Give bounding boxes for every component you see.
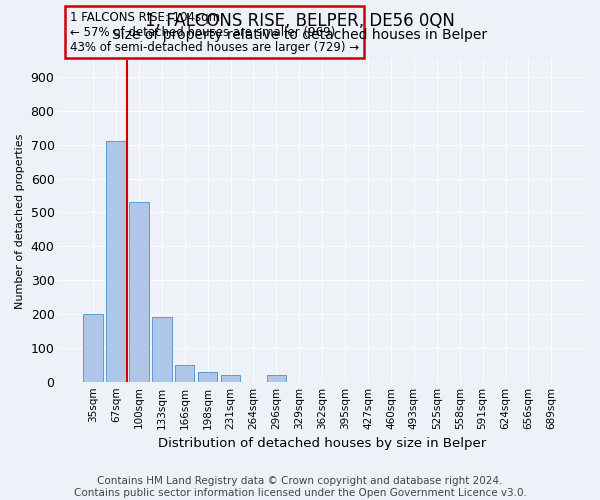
Bar xyxy=(221,375,240,382)
X-axis label: Distribution of detached houses by size in Belper: Distribution of detached houses by size … xyxy=(158,437,487,450)
Bar xyxy=(152,318,172,382)
Bar xyxy=(198,372,217,382)
Text: Size of property relative to detached houses in Belper: Size of property relative to detached ho… xyxy=(112,28,488,42)
Text: 1, FALCONS RISE, BELPER, DE56 0QN: 1, FALCONS RISE, BELPER, DE56 0QN xyxy=(145,12,455,30)
Bar xyxy=(175,364,194,382)
Y-axis label: Number of detached properties: Number of detached properties xyxy=(15,133,25,308)
Bar xyxy=(266,375,286,382)
Text: Contains HM Land Registry data © Crown copyright and database right 2024.
Contai: Contains HM Land Registry data © Crown c… xyxy=(74,476,526,498)
Bar xyxy=(106,142,126,382)
Bar xyxy=(129,202,149,382)
Bar xyxy=(83,314,103,382)
Text: 1 FALCONS RISE: 104sqm
← 57% of detached houses are smaller (969)
43% of semi-de: 1 FALCONS RISE: 104sqm ← 57% of detached… xyxy=(70,10,359,54)
